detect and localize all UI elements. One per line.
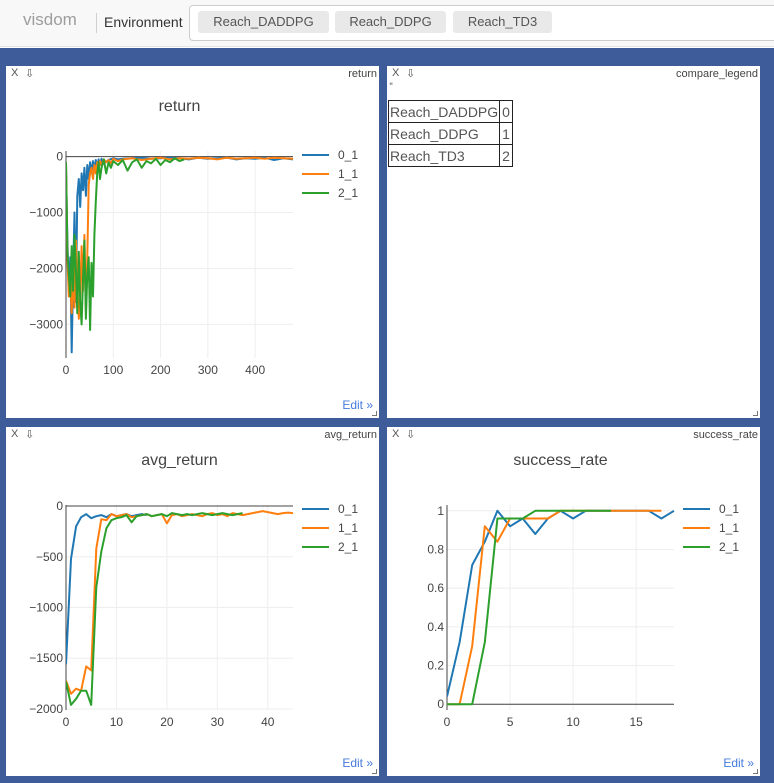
series-line — [66, 156, 294, 354]
y-tick-label: 0 — [56, 150, 63, 164]
resize-handle[interactable] — [753, 411, 758, 416]
y-tick-label: −1500 — [29, 651, 63, 665]
series-line — [66, 156, 294, 320]
x-tick-label: 40 — [261, 715, 275, 729]
x-tick-label: 300 — [198, 363, 218, 377]
y-tick-label: 0.6 — [427, 581, 444, 595]
chart-title: return — [159, 98, 201, 115]
table-row: Reach_DADDPG 0 — [387, 100, 513, 123]
env-tag-reach-daddpg[interactable]: Reach_DADDPG — [198, 11, 329, 33]
chart-title: avg_return — [141, 452, 218, 469]
x-tick-label: 400 — [245, 363, 265, 377]
x-tick-label: 0 — [63, 715, 70, 729]
x-tick-label: 20 — [160, 715, 174, 729]
success-rate-chart[interactable]: success_rate 0 5 10 15 0 0.2 0.4 0.6 0.8 1 0_1 1_1 2_… — [387, 427, 760, 776]
env-tag-reach-td3[interactable]: Reach_TD3 — [453, 11, 552, 33]
series-line — [66, 513, 147, 665]
table-row: Reach_DDPG 1 — [387, 122, 513, 145]
env-name-cell: Reach_DADDPG — [387, 100, 501, 123]
resize-handle[interactable] — [372, 411, 377, 416]
legend-label: 1_1 — [338, 521, 358, 535]
pane-window-title: compare_legend — [676, 68, 758, 80]
environment-select[interactable]: Reach_DADDPG Reach_DDPG Reach_TD3 — [189, 5, 774, 41]
legend-label: 2_1 — [338, 540, 358, 554]
edit-link[interactable]: Edit » — [342, 398, 373, 412]
env-id-cell: 0 — [499, 100, 513, 123]
download-icon[interactable]: ⇩ — [406, 428, 416, 441]
x-tick-label: 10 — [566, 715, 580, 729]
pane-avg-return[interactable]: X ⇩ avg_return avg_return 0 10 20 30 40 0 −500 −… — [6, 427, 379, 776]
y-tick-label: −1000 — [29, 206, 63, 220]
y-tick-label: 0 — [437, 697, 444, 711]
navbar-divider — [96, 13, 97, 33]
top-navbar: visdom Environment Reach_DADDPG Reach_DD… — [0, 0, 774, 47]
legend-label: 0_1 — [338, 502, 358, 516]
environment-label: Environment — [104, 14, 183, 30]
legend-label: 1_1 — [338, 167, 358, 181]
env-name-cell: Reach_TD3 — [387, 144, 501, 167]
env-id-cell: 1 — [499, 122, 513, 145]
y-tick-label: −1000 — [29, 601, 63, 615]
legend-label: 2_1 — [338, 186, 358, 200]
y-tick-label: 0.4 — [427, 620, 444, 634]
legend-label: 2_1 — [719, 540, 739, 554]
env-tag-reach-ddpg[interactable]: Reach_DDPG — [335, 11, 446, 33]
table-row: Reach_TD3 2 — [387, 144, 513, 167]
x-tick-label: 100 — [103, 363, 123, 377]
edit-link[interactable]: Edit » — [723, 756, 754, 770]
legend-label: 1_1 — [719, 521, 739, 535]
x-tick-label: 30 — [211, 715, 225, 729]
series-line — [447, 509, 662, 706]
close-icon[interactable]: X — [11, 67, 19, 79]
close-icon[interactable]: X — [392, 67, 400, 79]
y-tick-label: −2000 — [29, 702, 63, 716]
quote-mark: " — [389, 82, 394, 92]
x-tick-label: 10 — [110, 715, 124, 729]
resize-handle[interactable] — [753, 769, 758, 774]
pane-window-title: return — [348, 68, 377, 80]
x-tick-label: 0 — [63, 363, 70, 377]
download-icon[interactable]: ⇩ — [406, 67, 416, 80]
y-tick-label: 0.2 — [427, 659, 444, 673]
series-line — [447, 509, 675, 697]
env-name-cell: Reach_DDPG — [387, 122, 501, 145]
resize-handle[interactable] — [372, 769, 377, 774]
brand-logo[interactable]: visdom — [23, 10, 77, 29]
chart-title: success_rate — [513, 452, 607, 469]
series-line — [66, 157, 185, 331]
return-chart[interactable]: return 0 100 200 300 400 0 −1000 −2000 −3000 0_1 1_… — [6, 66, 379, 418]
y-tick-label: −3000 — [29, 317, 63, 331]
y-tick-label: −2000 — [29, 261, 63, 275]
y-tick-label: 0.8 — [427, 542, 444, 556]
close-icon[interactable]: X — [11, 428, 19, 440]
pane-window-title: success_rate — [693, 429, 758, 441]
pane-return[interactable]: X ⇩ return return 0 100 200 300 400 0 −1000 −200… — [6, 66, 379, 418]
close-icon[interactable]: X — [392, 428, 400, 440]
download-icon[interactable]: ⇩ — [25, 67, 35, 80]
x-tick-label: 200 — [151, 363, 171, 377]
y-tick-label: 0 — [56, 499, 63, 513]
legend-label: 0_1 — [719, 502, 739, 516]
series-line — [66, 512, 243, 706]
edit-link[interactable]: Edit » — [342, 756, 373, 770]
pane-window-title: avg_return — [324, 429, 377, 441]
series-line — [66, 510, 294, 695]
y-tick-label: 1 — [437, 504, 444, 518]
env-id-cell: 2 — [499, 144, 513, 167]
x-tick-label: 0 — [444, 715, 451, 729]
series-line — [447, 509, 611, 706]
x-tick-label: 15 — [629, 715, 643, 729]
compare-legend-table: Reach_DADDPG 0 Reach_DDPG 1 Reach_TD3 2 — [387, 100, 513, 167]
avg-return-chart[interactable]: avg_return 0 10 20 30 40 0 −500 −1000 −1500 −2000 0… — [6, 427, 379, 776]
pane-compare-legend[interactable]: X ⇩ compare_legend " Reach_DADDPG 0 Reac… — [387, 66, 760, 418]
y-tick-label: −500 — [36, 550, 63, 564]
pane-success-rate[interactable]: X ⇩ success_rate success_rate 0 5 10 15 0 0.2 0… — [387, 427, 760, 776]
legend-label: 0_1 — [338, 148, 358, 162]
download-icon[interactable]: ⇩ — [25, 428, 35, 441]
x-tick-label: 5 — [507, 715, 514, 729]
